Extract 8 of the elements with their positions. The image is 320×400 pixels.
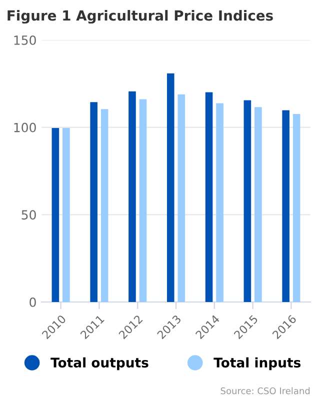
source-note: Source: CSO Ireland <box>220 387 310 394</box>
chart-title: Figure 1 Agricultural Price Indices <box>8 10 273 24</box>
y-tick-label: 150 <box>14 35 36 45</box>
y-tick-label: 100 <box>14 122 36 132</box>
y-tick-label: 50 <box>22 210 36 220</box>
y-tick-label: 0 <box>30 297 36 307</box>
legend-label: Total outputs <box>50 357 148 370</box>
legend-label: Total inputs <box>214 357 301 370</box>
